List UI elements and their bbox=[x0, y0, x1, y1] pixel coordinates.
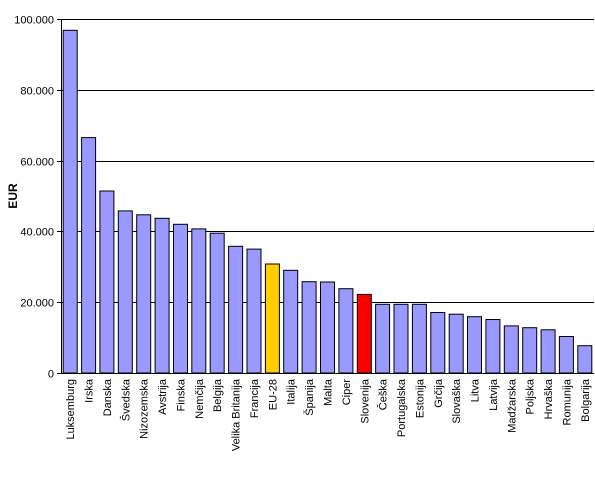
bar-slovaška bbox=[448, 313, 464, 374]
y-tick-label: 20.000 bbox=[20, 298, 54, 310]
bar-madžarska bbox=[503, 325, 519, 374]
bar-malta bbox=[320, 281, 335, 374]
bar-bolgarija bbox=[577, 345, 593, 374]
bar-finska bbox=[173, 223, 188, 374]
x-category-label: Grčija bbox=[433, 378, 445, 408]
x-category-label: Avstrija bbox=[157, 378, 169, 415]
x-category-label: Ciper bbox=[341, 379, 353, 406]
x-category-label: Madžarska bbox=[506, 378, 518, 433]
bar-grčija bbox=[430, 312, 446, 374]
x-category-label: Litva bbox=[470, 378, 482, 402]
y-tick-label: 40.000 bbox=[20, 227, 54, 239]
x-category-label: Poljska bbox=[525, 378, 537, 414]
bar-irska bbox=[81, 137, 97, 374]
y-tick-label: 0 bbox=[48, 369, 54, 381]
y-tick-label: 100.000 bbox=[14, 15, 54, 27]
bar-eu-28 bbox=[264, 263, 280, 374]
x-category-label: Velika Britanija bbox=[231, 378, 243, 451]
bar-nizozemska bbox=[136, 214, 152, 374]
x-category-label: Italija bbox=[286, 378, 298, 405]
x-category-label: Portugalska bbox=[396, 378, 408, 437]
x-category-label: Hrvaška bbox=[543, 378, 555, 419]
x-category-label: Bolgarija bbox=[580, 378, 592, 422]
bar-ciper bbox=[338, 288, 354, 374]
bar-portugalska bbox=[393, 303, 409, 374]
bar-romunija bbox=[558, 336, 574, 374]
x-category-label: Francija bbox=[249, 378, 261, 418]
bar-hrvaška bbox=[540, 329, 556, 374]
x-category-label: Luksemburg bbox=[65, 379, 77, 440]
bar-poljska bbox=[522, 327, 538, 374]
bar-španija bbox=[301, 281, 317, 374]
bar-nemčija bbox=[191, 228, 207, 374]
bar-avstrija bbox=[154, 217, 170, 374]
x-category-label: Belgija bbox=[212, 378, 224, 412]
bars bbox=[62, 29, 593, 374]
bar-litva bbox=[467, 316, 482, 374]
bar-danska bbox=[99, 190, 115, 374]
x-category-label: Nizozemska bbox=[139, 378, 151, 439]
bar-slovenija bbox=[356, 293, 372, 374]
bar-češka bbox=[375, 303, 391, 374]
x-category-label: Finska bbox=[175, 378, 187, 411]
x-category-label: Švedska bbox=[119, 378, 132, 421]
x-category-label: Latvija bbox=[488, 378, 500, 411]
y-tick-label: 80.000 bbox=[20, 86, 54, 98]
x-category-label: Slovaška bbox=[451, 378, 463, 424]
x-category-label: Slovenija bbox=[359, 378, 371, 424]
bar-velika-britanija bbox=[228, 245, 244, 374]
x-category-label: EU-28 bbox=[267, 379, 279, 410]
bar-švedska bbox=[117, 210, 133, 374]
bar-latvija bbox=[485, 319, 501, 374]
bar-francija bbox=[246, 248, 262, 374]
x-axis-labels: Luksemburg Irska Danska Švedska Nizozemska Av… bbox=[65, 378, 592, 451]
bar-estonija bbox=[411, 303, 427, 374]
x-category-label: Danska bbox=[102, 378, 114, 416]
bar-italija bbox=[283, 269, 299, 374]
bar-belgija bbox=[209, 232, 225, 374]
bar-luksemburg bbox=[62, 29, 78, 374]
x-category-label: Češka bbox=[377, 378, 390, 410]
x-category-label: Španija bbox=[303, 378, 316, 416]
x-category-label: Malta bbox=[323, 378, 335, 406]
y-tick-label: 60.000 bbox=[20, 157, 54, 169]
x-category-label: Nemčija bbox=[194, 378, 206, 419]
x-category-label: Estonija bbox=[414, 378, 426, 418]
y-axis-ticks: 0 20.000 40.000 60.000 80.000 100.000 bbox=[14, 15, 61, 381]
x-category-label: Irska bbox=[84, 378, 96, 403]
x-category-label: Romunija bbox=[561, 378, 573, 425]
y-axis-title: EUR bbox=[6, 183, 20, 209]
